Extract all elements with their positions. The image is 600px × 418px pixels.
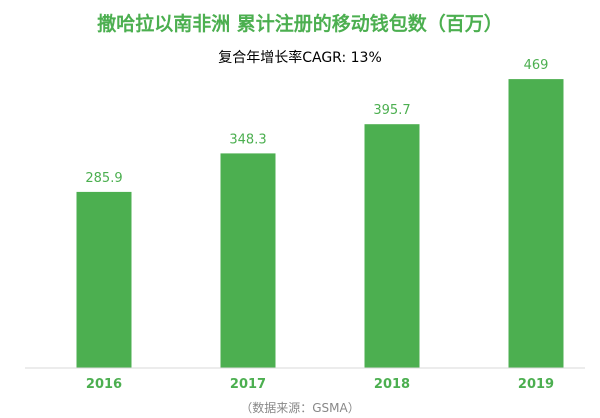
- bar-2019: [508, 79, 564, 368]
- source-note: （数据来源：GSMA）: [240, 400, 359, 415]
- chart-subtitle: 复合年增长率CAGR: 13%: [218, 49, 382, 66]
- value-label-2017: 348.3: [229, 132, 266, 147]
- bar-2017: [220, 153, 276, 368]
- x-tick-label-2017: 2017: [230, 377, 266, 392]
- value-label-2018: 395.7: [373, 103, 410, 118]
- bar-2018: [364, 124, 420, 368]
- chart-title: 撒哈拉以南非洲 累计注册的移动钱包数（百万）: [97, 12, 503, 35]
- value-label-2016: 285.9: [85, 171, 122, 186]
- x-tick-label-2016: 2016: [86, 377, 122, 392]
- x-tick-label-2019: 2019: [518, 377, 554, 392]
- bar-2016: [76, 191, 132, 368]
- bars-layer: 285.9 2016 348.3 2017 395.7 2018 469 2019: [76, 58, 564, 392]
- x-tick-label-2018: 2018: [374, 377, 410, 392]
- value-label-2019: 469: [524, 58, 549, 73]
